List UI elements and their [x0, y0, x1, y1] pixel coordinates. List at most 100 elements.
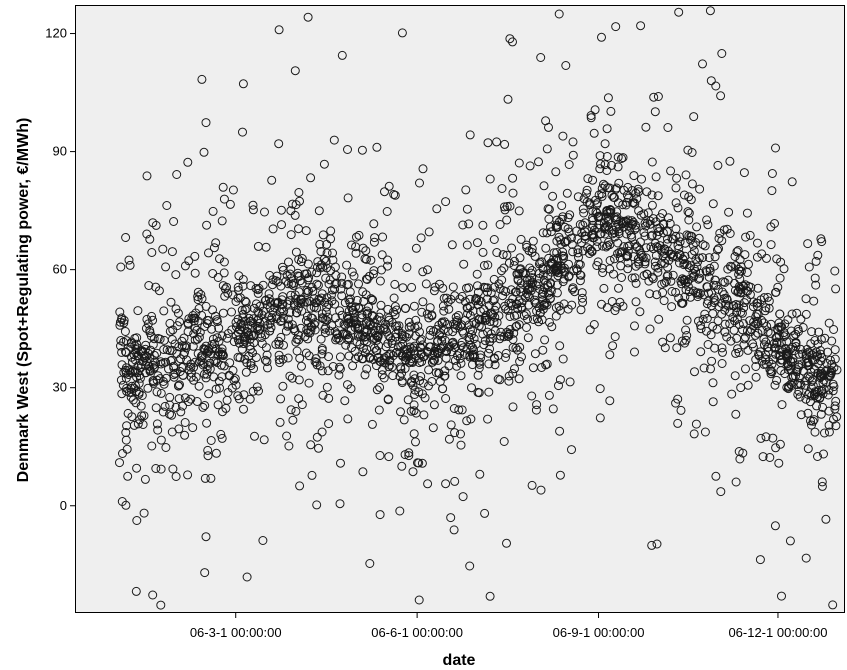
data-point: [284, 257, 293, 267]
data-point: [732, 314, 742, 324]
data-point: [246, 330, 256, 340]
data-point: [372, 335, 382, 345]
data-point: [283, 321, 293, 331]
data-point: [753, 309, 763, 319]
data-point: [582, 188, 591, 198]
data-point: [132, 516, 142, 525]
data-point: [586, 113, 596, 123]
data-point: [352, 232, 361, 242]
data-point: [568, 150, 578, 160]
data-point: [451, 312, 461, 322]
data-point: [830, 401, 840, 411]
data-point: [609, 193, 619, 203]
data-point: [303, 259, 313, 269]
data-point: [437, 317, 447, 327]
data-point: [377, 265, 386, 275]
data-point: [791, 339, 801, 349]
data-point: [303, 334, 313, 344]
data-point: [641, 243, 651, 253]
data-point: [607, 160, 616, 170]
data-point: [668, 234, 678, 244]
data-point: [424, 227, 434, 237]
data-point: [691, 288, 701, 298]
data-point: [475, 469, 485, 479]
data-point: [478, 329, 488, 339]
data-point: [545, 317, 554, 327]
data-point: [162, 201, 172, 210]
data-point: [508, 173, 518, 183]
data-point: [299, 297, 309, 307]
data-point: [238, 127, 247, 137]
data-point: [205, 358, 215, 368]
data-point: [313, 257, 323, 267]
data-point: [772, 254, 782, 264]
data-point: [288, 415, 298, 425]
data-point: [564, 160, 574, 169]
data-point: [320, 315, 330, 325]
data-point: [379, 355, 389, 365]
data-point: [755, 555, 765, 565]
data-point: [396, 362, 405, 372]
data-point: [167, 410, 177, 420]
data-point: [787, 381, 797, 390]
data-point: [158, 377, 168, 386]
data-point: [828, 386, 838, 396]
data-point: [481, 315, 491, 325]
data-point: [731, 409, 741, 419]
data-point: [662, 239, 672, 248]
data-point: [458, 492, 468, 502]
data-point: [418, 340, 427, 350]
data-point: [188, 423, 198, 433]
data-point: [369, 269, 378, 279]
data-point: [322, 382, 332, 392]
y-tick-label: 120: [45, 26, 67, 41]
data-point: [192, 397, 202, 406]
data-point: [317, 427, 327, 437]
data-point: [630, 347, 639, 357]
data-point: [454, 311, 463, 320]
data-point: [716, 487, 726, 497]
data-point: [176, 407, 186, 417]
data-point: [504, 258, 514, 268]
data-point: [502, 250, 512, 260]
data-point: [770, 521, 780, 531]
data-point: [694, 253, 704, 263]
data-point: [216, 429, 226, 439]
data-point: [153, 333, 163, 343]
data-point: [414, 358, 424, 368]
data-point: [767, 186, 777, 196]
data-point: [253, 315, 262, 325]
data-point: [558, 253, 568, 263]
data-point: [303, 275, 313, 285]
data-point: [637, 174, 646, 184]
data-point: [767, 359, 777, 369]
data-point: [525, 263, 535, 273]
data-point: [248, 205, 258, 215]
data-point: [495, 220, 505, 229]
data-point: [312, 303, 321, 313]
data-point: [324, 393, 334, 403]
data-point: [427, 377, 437, 386]
data-point: [525, 284, 535, 294]
data-point: [519, 311, 529, 321]
data-point: [616, 216, 626, 226]
data-point: [357, 145, 367, 155]
data-point: [238, 281, 248, 291]
data-point: [639, 227, 649, 237]
data-point: [640, 259, 650, 269]
data-point: [648, 274, 658, 284]
data-point: [211, 384, 221, 394]
data-point: [262, 350, 272, 360]
data-point: [375, 451, 385, 460]
data-point: [190, 268, 200, 278]
data-point: [446, 513, 456, 523]
x-tick-label: 06-9-1 00:00:00: [553, 625, 645, 640]
data-point: [806, 339, 816, 349]
data-point: [165, 326, 175, 336]
data-point: [194, 381, 204, 391]
data-point: [622, 252, 632, 262]
data-point: [710, 252, 720, 262]
data-point: [231, 317, 241, 327]
data-point: [335, 362, 344, 372]
data-point: [828, 600, 838, 610]
